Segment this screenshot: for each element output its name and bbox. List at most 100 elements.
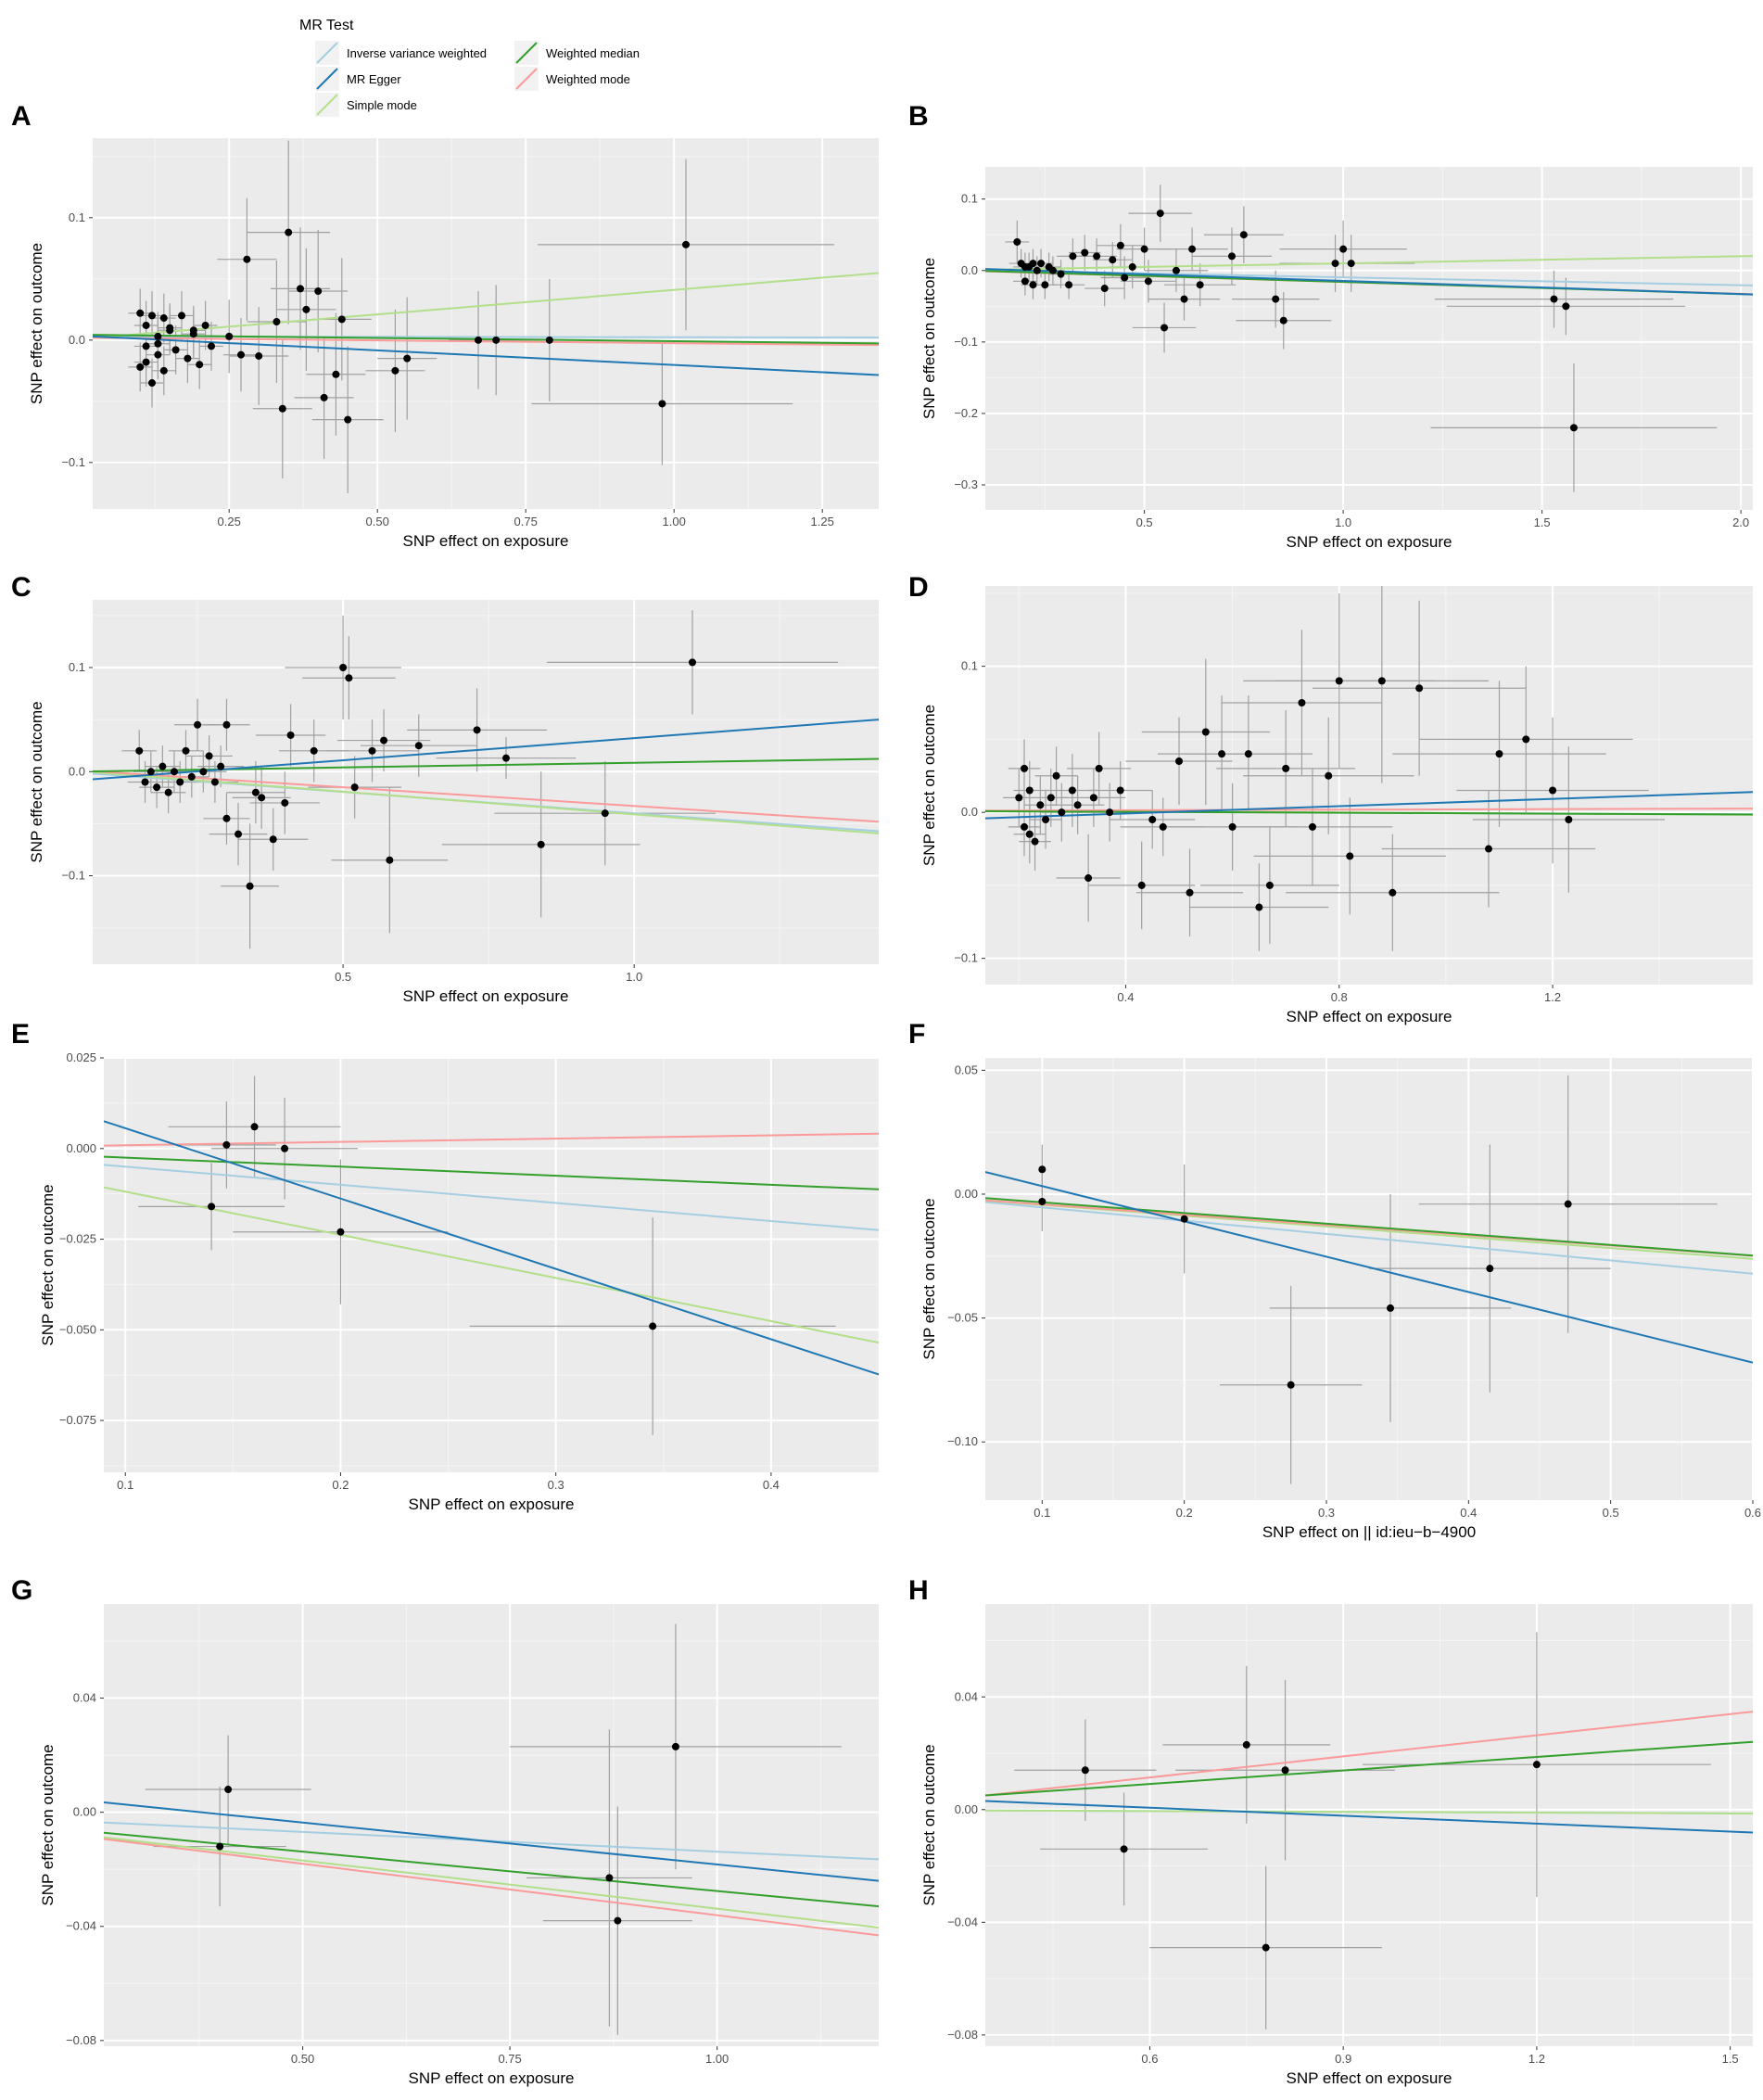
- y-tick-label: −0.050: [59, 1322, 96, 1336]
- data-point: [1031, 837, 1039, 846]
- data-point: [1389, 888, 1397, 897]
- data-point: [154, 332, 162, 340]
- y-tick-label: 0.05: [955, 1063, 978, 1076]
- x-tick-label: 0.5: [335, 970, 351, 984]
- data-point: [182, 746, 190, 755]
- x-tick-label: 1.5: [1534, 515, 1551, 529]
- y-tick-label: −0.04: [947, 1915, 978, 1928]
- regression-line-wmedian: [985, 1740, 1753, 1797]
- regression-line-wmedian: [104, 1831, 879, 1908]
- y-tick-label: 0.0: [69, 333, 85, 347]
- y-tick-label: 0.04: [73, 1691, 96, 1705]
- panel-e: E 0.1 0.2 0.3 0.4 −0.075 −0.050 −0.025 0.000 0.02…: [11, 1019, 879, 1513]
- y-axis-title: SNP effect on outcome: [920, 705, 938, 866]
- data-point: [1025, 786, 1034, 795]
- data-point: [1041, 281, 1049, 289]
- x-tick-label: 0.50: [291, 2052, 314, 2066]
- regression-line-simple: [985, 1809, 1753, 1814]
- regression-line-wmode: [104, 1838, 879, 1937]
- data-point: [336, 1228, 345, 1236]
- regression-line-egger: [93, 719, 879, 781]
- data-point: [1144, 277, 1152, 286]
- data-point: [1564, 1200, 1572, 1208]
- x-tick-label: 2.0: [1732, 515, 1749, 529]
- gridlines: [104, 1604, 879, 2046]
- plot-area: [104, 1075, 879, 1435]
- data-point: [1121, 274, 1129, 282]
- y-axis-title: SNP effect on outcome: [28, 243, 45, 404]
- y-axis-title: SNP effect on outcome: [920, 1744, 938, 1905]
- x-tick-label: 0.6: [1744, 1506, 1761, 1520]
- data-point: [310, 746, 318, 755]
- data-point: [216, 1842, 224, 1851]
- data-point: [208, 1203, 216, 1211]
- y-axis-title: SNP effect on outcome: [39, 1744, 57, 1905]
- data-point: [273, 318, 281, 326]
- data-point: [1298, 699, 1306, 707]
- x-tick-label: 0.6: [1141, 2052, 1158, 2066]
- data-point: [1180, 295, 1188, 303]
- y-tick-label: 0.0: [961, 805, 978, 819]
- data-point: [1486, 1265, 1494, 1273]
- plot-background: [104, 1604, 879, 2046]
- data-point: [1137, 881, 1146, 889]
- plot-background: [985, 586, 1753, 985]
- x-tick-label: 0.75: [498, 2052, 521, 2066]
- legend-key-wmode-line: [515, 68, 538, 90]
- regression-line-wmedian: [93, 334, 879, 345]
- y-tick-label: −0.1: [61, 455, 85, 469]
- data-point: [1532, 1761, 1541, 1769]
- regression-line-egger: [104, 1801, 879, 1882]
- data-point: [189, 326, 197, 335]
- data-point: [1188, 245, 1197, 253]
- x-tick-label: 0.2: [332, 1478, 349, 1492]
- panel-label: C: [11, 572, 32, 603]
- y-tick-label: 0.1: [961, 192, 978, 206]
- x-axis-title: SNP effect on exposure: [1287, 1008, 1452, 1025]
- data-point: [1175, 757, 1184, 766]
- y-tick-label: −0.05: [947, 1311, 978, 1325]
- legend-label-egger: MR Egger: [347, 72, 401, 86]
- y-tick-label: −0.075: [59, 1413, 96, 1427]
- data-point: [250, 1123, 259, 1131]
- plot-area: [985, 185, 1753, 492]
- data-point: [658, 400, 666, 408]
- regression-line-simple: [93, 770, 879, 834]
- regression-line-ivw: [104, 1164, 879, 1231]
- data-point: [171, 346, 180, 354]
- x-tick-label: 0.4: [1460, 1506, 1477, 1520]
- data-point: [1218, 750, 1226, 758]
- plot-background: [985, 1058, 1753, 1500]
- data-point: [222, 1140, 231, 1149]
- x-axis-title: SNP effect on exposure: [1287, 2069, 1452, 2087]
- data-point: [1013, 237, 1021, 246]
- data-point: [1495, 750, 1503, 758]
- regression-line-wmode: [985, 1711, 1753, 1797]
- data-point: [136, 363, 145, 371]
- data-point: [1042, 816, 1050, 824]
- data-point: [1084, 874, 1093, 883]
- data-point: [1196, 281, 1204, 289]
- x-tick-label: 1.0: [626, 970, 642, 984]
- data-point: [1287, 1381, 1295, 1389]
- data-point: [1244, 750, 1252, 758]
- data-point: [1255, 903, 1263, 911]
- data-point: [501, 754, 510, 762]
- x-tick-label: 0.4: [1117, 990, 1134, 1004]
- data-point: [1069, 252, 1077, 261]
- data-point: [148, 379, 156, 388]
- x-axis-title: SNP effect on exposure: [409, 1495, 575, 1513]
- data-point: [1057, 270, 1065, 278]
- data-point: [1282, 764, 1290, 772]
- x-axis-title: SNP effect on exposure: [403, 987, 569, 1005]
- regression-line-wmedian: [985, 1197, 1753, 1257]
- data-point: [368, 746, 376, 755]
- regression-line-simple: [104, 1186, 879, 1344]
- y-tick-label: 0.0: [69, 764, 85, 778]
- plot-area: [985, 1632, 1753, 2030]
- data-point: [403, 354, 412, 363]
- data-point: [1065, 281, 1073, 289]
- data-point: [1068, 786, 1076, 795]
- data-point: [166, 324, 174, 332]
- y-tick-label: 0.1: [961, 659, 978, 673]
